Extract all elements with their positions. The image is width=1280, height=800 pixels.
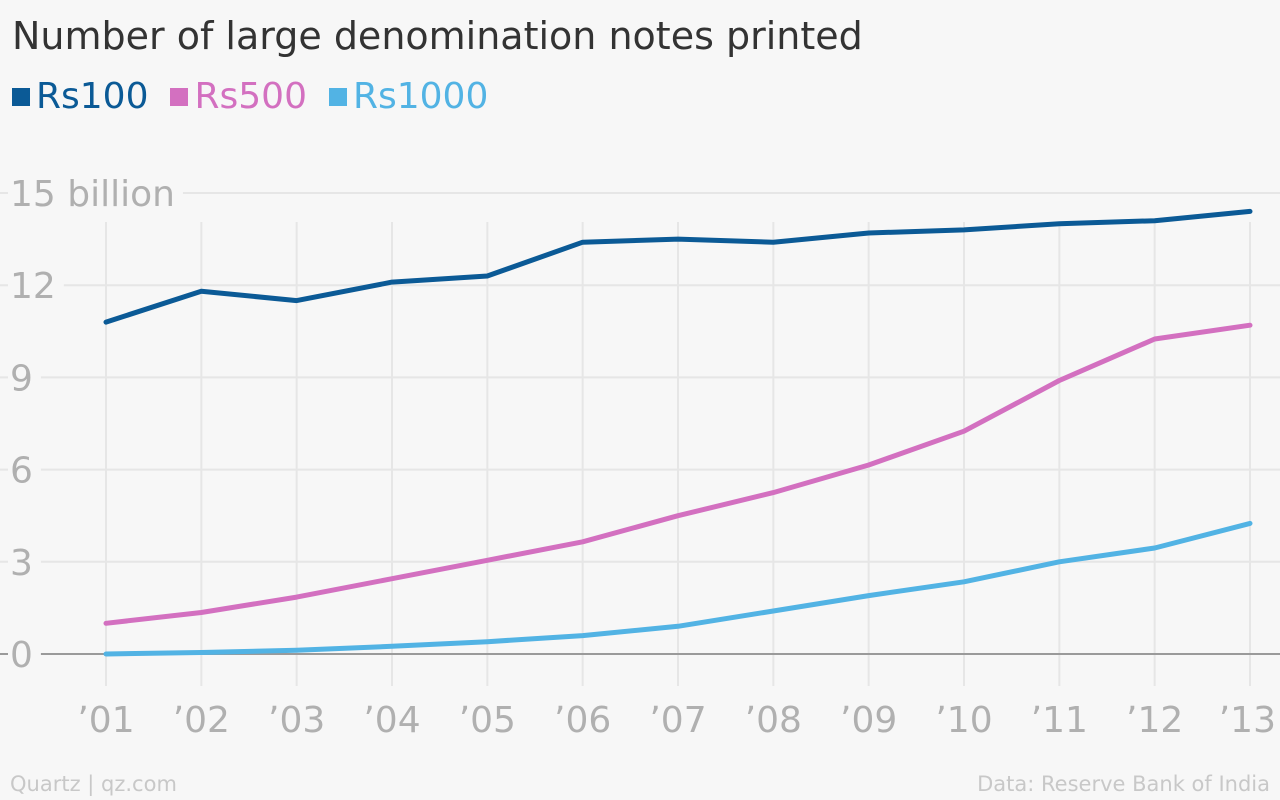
y-tick-label-backdrop <box>8 190 183 196</box>
x-tick-label: ’06 <box>554 700 611 741</box>
series-line-rs1000 <box>103 520 1253 657</box>
chart-legend: Rs100 Rs500 Rs1000 <box>12 76 510 117</box>
legend-label-rs1000: Rs1000 <box>352 76 489 117</box>
y-tick-label-backdrop <box>8 466 41 473</box>
legend-item-rs1000: Rs1000 <box>328 76 489 117</box>
legend-swatch-rs100 <box>12 87 30 106</box>
legend-swatch-rs1000 <box>328 87 347 106</box>
series-line-rs500 <box>103 322 1253 626</box>
y-tick-label: 9 <box>10 358 33 399</box>
legend-label-rs500: Rs500 <box>194 76 307 117</box>
x-tick-label: ’05 <box>459 700 516 741</box>
legend-swatch-rs500 <box>170 87 189 106</box>
legend-item-rs100: Rs100 <box>12 76 148 117</box>
chart-title: Number of large denomination notes print… <box>12 14 863 58</box>
x-tick-label: ’10 <box>935 700 992 741</box>
legend-item-rs500: Rs500 <box>170 76 307 117</box>
x-tick-label: ’13 <box>1219 700 1276 741</box>
y-tick-label-backdrop <box>8 651 41 657</box>
x-tick-label: ’09 <box>840 700 897 741</box>
footer-source-left: Quartz | qz.com <box>10 772 177 796</box>
x-tick-label: ’08 <box>745 700 802 741</box>
y-tick-label-backdrop <box>8 374 41 381</box>
x-tick-label: ’11 <box>1031 700 1088 741</box>
series-line-rs100 <box>103 208 1253 325</box>
y-tick-label: 15 billion <box>10 174 175 215</box>
y-tick-label: 6 <box>10 451 33 492</box>
y-tick-label: 0 <box>10 635 33 676</box>
x-tick-label: ’07 <box>649 700 706 741</box>
legend-label-rs100: Rs100 <box>36 76 149 117</box>
y-tick-label: 12 <box>10 266 56 307</box>
x-tick-label: ’01 <box>77 700 134 741</box>
x-tick-label: ’03 <box>268 700 325 741</box>
x-tick-label: ’04 <box>363 700 420 741</box>
y-tick-label-backdrop <box>8 282 64 289</box>
x-tick-label: ’12 <box>1126 700 1183 741</box>
y-tick-label: 3 <box>10 543 33 584</box>
footer-source-right: Data: Reserve Bank of India <box>977 772 1270 796</box>
x-tick-label: ’02 <box>173 700 230 741</box>
y-tick-label-backdrop <box>8 558 41 565</box>
